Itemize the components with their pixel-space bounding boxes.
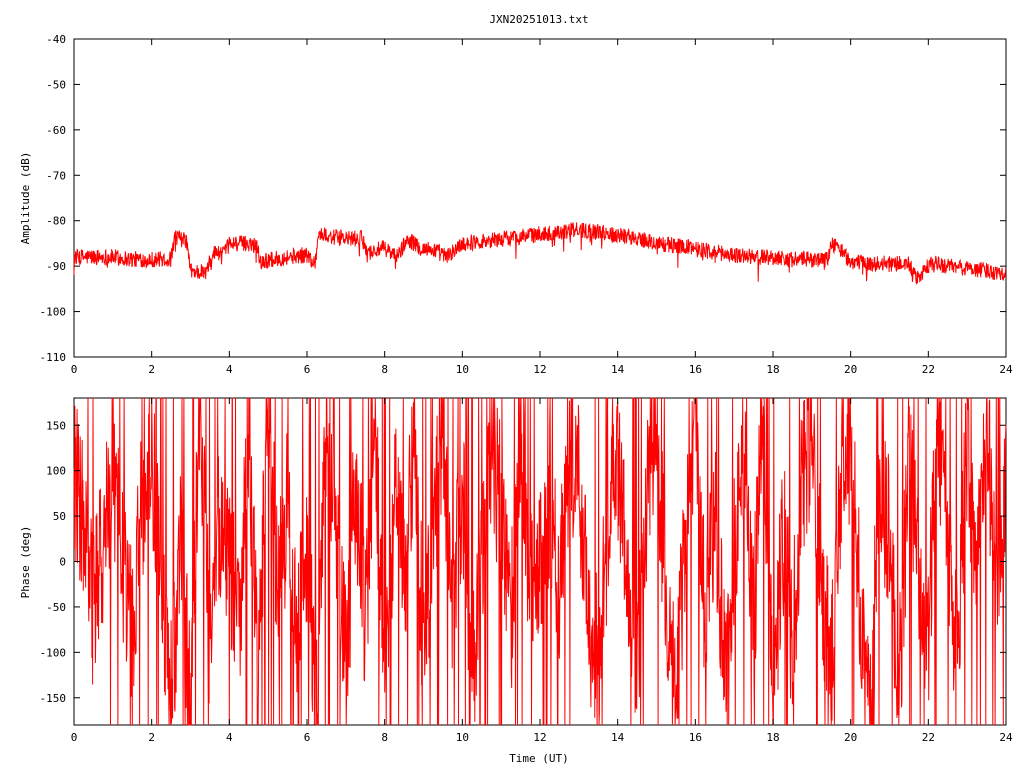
amplitude-y-tick-label: -50 <box>46 78 66 91</box>
amplitude-x-tick-label: 22 <box>922 363 935 376</box>
amplitude-x-tick-label: 12 <box>533 363 546 376</box>
phase-y-tick-label: 100 <box>46 465 66 478</box>
amplitude-panel: JXN20251013.txt Amplitude (dB) 0 2 4 6 8 10 12… <box>19 13 1013 376</box>
amplitude-y-tick-label: -90 <box>46 260 66 273</box>
amplitude-series-line <box>73 222 1007 285</box>
amplitude-y-axis-label: Amplitude (dB) <box>19 152 32 245</box>
chart-title: JXN20251013.txt <box>489 13 588 26</box>
amplitude-x-tick-label: 10 <box>456 363 469 376</box>
phase-x-tick-label: 12 <box>533 731 546 744</box>
amplitude-x-tick-label: 16 <box>689 363 702 376</box>
amplitude-x-tick-label: 14 <box>611 363 625 376</box>
phase-x-tick-label: 10 <box>456 731 469 744</box>
amplitude-plot-frame <box>73 38 1007 358</box>
phase-y-tick-label: 150 <box>46 419 66 432</box>
phase-x-tick-label: 18 <box>766 731 779 744</box>
amplitude-y-tick-label: -40 <box>46 33 66 46</box>
phase-x-tick-label: 20 <box>844 731 857 744</box>
amplitude-x-tick-label: 4 <box>226 363 233 376</box>
phase-y-tick-label: 50 <box>53 510 66 523</box>
phase-y-tick-label: -50 <box>46 601 66 614</box>
amplitude-x-tick-label: 0 <box>71 363 78 376</box>
phase-y-tick-label: 0 <box>59 556 66 569</box>
phase-x-tick-label: 22 <box>922 731 935 744</box>
phase-y-ticks: 150 100 50 0 -50 -100 -150 <box>40 419 1006 705</box>
amplitude-y-ticks: -40 -50 -60 -70 -80 -90 -100 -110 <box>40 33 1006 364</box>
phase-y-tick-label: -100 <box>40 646 67 659</box>
phase-y-axis-label: Phase (deg) <box>19 526 32 599</box>
phase-x-tick-label: 8 <box>381 731 388 744</box>
amplitude-y-tick-label: -110 <box>40 351 67 364</box>
amplitude-x-tick-label: 8 <box>381 363 388 376</box>
phase-x-tick-label: 14 <box>611 731 625 744</box>
phase-x-tick-label: 6 <box>304 731 311 744</box>
amplitude-y-tick-label: -80 <box>46 215 66 228</box>
phase-x-tick-label: 2 <box>148 731 155 744</box>
phase-series <box>73 397 1007 726</box>
amplitude-y-tick-label: -100 <box>40 306 67 319</box>
phase-y-tick-label: -150 <box>40 692 67 705</box>
time-x-axis-label: Time (UT) <box>509 752 569 765</box>
amplitude-series <box>73 222 1007 285</box>
amplitude-x-tick-label: 6 <box>304 363 311 376</box>
phase-panel: Phase (deg) Time (UT) 0 2 4 6 8 10 12 14 16 18 20 2… <box>19 397 1013 765</box>
phase-x-ticks: 0 2 4 6 8 10 12 14 16 18 20 22 24 <box>71 398 1013 744</box>
amplitude-x-tick-label: 18 <box>766 363 779 376</box>
phase-x-tick-label: 24 <box>999 731 1013 744</box>
phase-x-tick-label: 0 <box>71 731 78 744</box>
amplitude-y-tick-label: -60 <box>46 124 66 137</box>
amplitude-x-tick-label: 2 <box>148 363 155 376</box>
amplitude-y-tick-label: -70 <box>46 169 66 182</box>
amplitude-x-tick-label: 24 <box>999 363 1013 376</box>
phase-series-line <box>73 397 1007 726</box>
amplitude-x-tick-label: 20 <box>844 363 857 376</box>
amplitude-x-ticks: 0 2 4 6 8 10 12 14 16 18 20 22 24 <box>71 39 1013 376</box>
phase-x-tick-label: 16 <box>689 731 702 744</box>
phase-x-tick-label: 4 <box>226 731 233 744</box>
